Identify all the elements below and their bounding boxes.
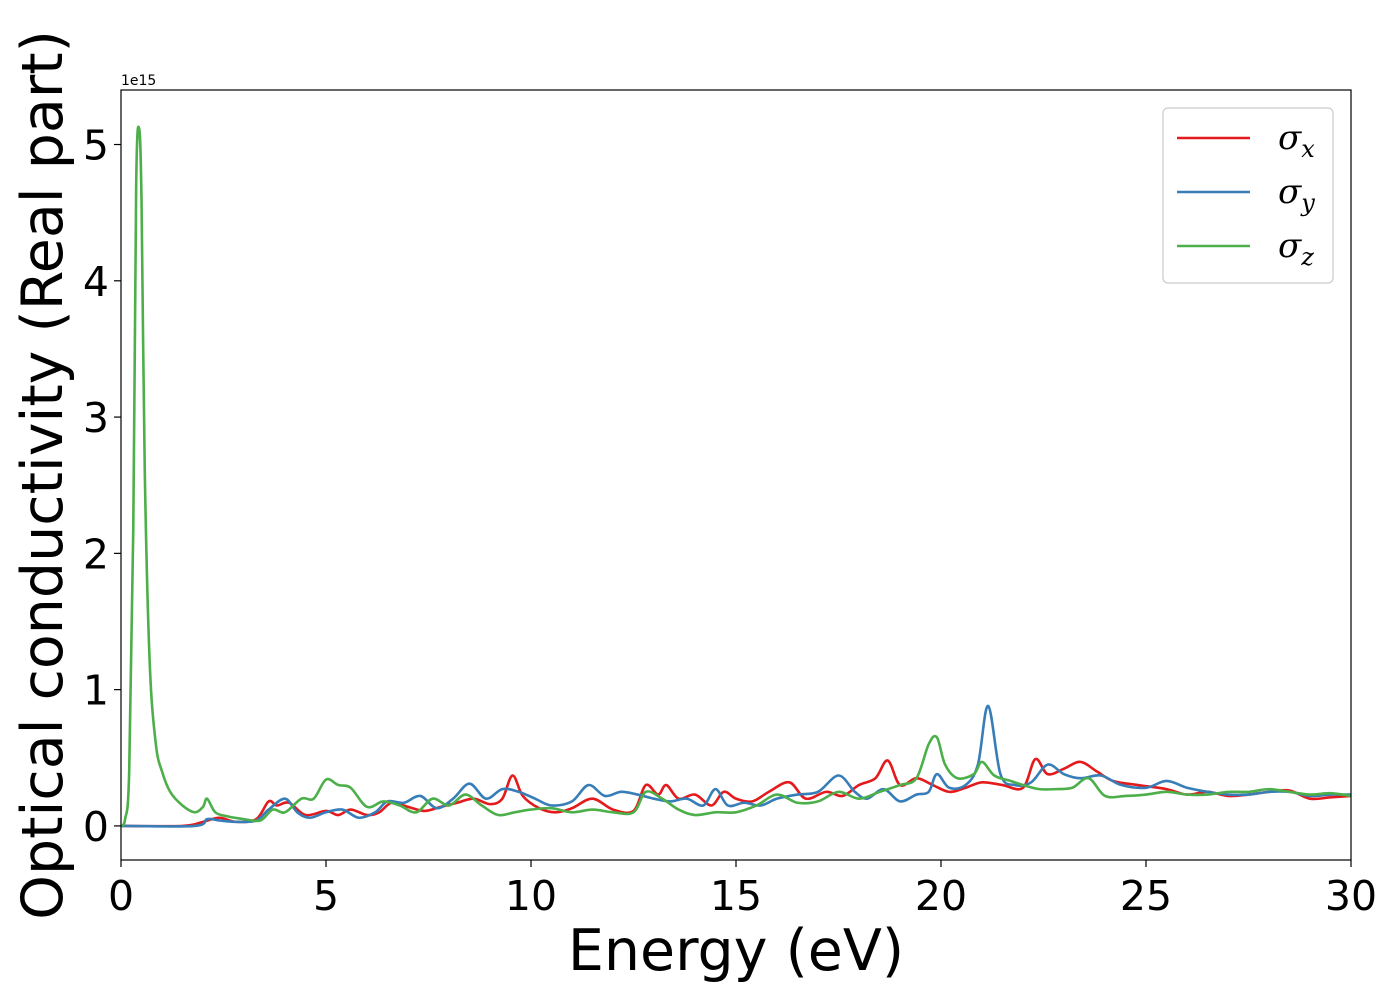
series-layer bbox=[121, 125, 1351, 828]
y-offset-label: 1e15 bbox=[121, 73, 156, 89]
y-tick-label: 4 bbox=[83, 258, 109, 306]
series-line-z bbox=[121, 125, 1351, 828]
legend-box bbox=[1162, 107, 1334, 284]
y-tick-label: 3 bbox=[83, 394, 109, 442]
series-line-y bbox=[121, 704, 1351, 828]
series-line-x bbox=[121, 757, 1351, 828]
x-axis-title: Energy (eV) bbox=[568, 918, 904, 984]
y-axis-title: Optical conductivity (Real part) bbox=[10, 30, 76, 920]
x-tick-label: 30 bbox=[1325, 872, 1377, 920]
x-tick-label: 25 bbox=[1120, 872, 1172, 920]
x-tick-label: 0 bbox=[108, 872, 134, 920]
legend-subscript: y bbox=[1300, 189, 1315, 217]
x-tick-label: 10 bbox=[505, 872, 557, 920]
x-axis: 0 5 10 15 20 25 30 bbox=[108, 860, 1377, 920]
x-tick-label: 15 bbox=[710, 872, 762, 920]
y-tick-label: 1 bbox=[83, 667, 109, 715]
y-axis: 0 1 2 3 4 5 bbox=[83, 122, 121, 851]
y-tick-label: 0 bbox=[83, 803, 109, 851]
y-tick-label: 5 bbox=[83, 122, 109, 170]
legend-subscript: z bbox=[1300, 243, 1314, 271]
legend-subscript: x bbox=[1301, 135, 1315, 163]
x-tick-label: 5 bbox=[313, 872, 339, 920]
x-tick-label: 20 bbox=[915, 872, 967, 920]
y-tick-label: 2 bbox=[83, 530, 109, 578]
